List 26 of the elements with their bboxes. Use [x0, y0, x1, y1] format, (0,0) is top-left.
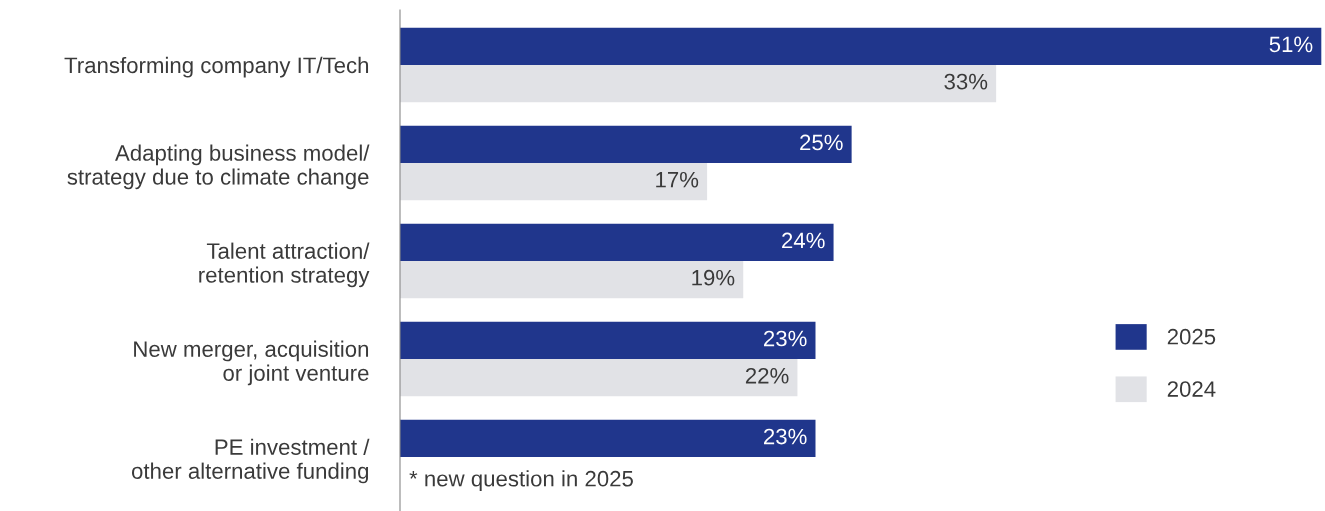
- bar: [400, 162, 708, 201]
- bar: [400, 125, 852, 163]
- y-tick-label: Transforming company IT/Tech: [64, 56, 369, 78]
- bar: [400, 359, 798, 397]
- y-tick-label: New merger, acquisition or joint venture: [134, 340, 369, 386]
- bar: [400, 27, 1322, 65]
- bar: [400, 321, 816, 360]
- legend-label: 2024: [1167, 381, 1216, 397]
- data-label: 24%: [782, 232, 825, 249]
- y-tick-label: Talent attraction/ retention strategy: [199, 242, 370, 288]
- data-label: 23%: [764, 428, 807, 445]
- bar: [400, 260, 744, 299]
- data-label: 19%: [692, 269, 735, 286]
- bar: [400, 223, 834, 261]
- data-label: 23%: [764, 330, 807, 347]
- data-label: 17%: [656, 171, 699, 188]
- y-tick-label: PE investment / other alternative funding: [131, 438, 370, 484]
- bar: [400, 64, 997, 103]
- data-label: 33%: [944, 73, 988, 90]
- y-tick-label: Adapting business model/ strategy due to climate change: [67, 144, 370, 190]
- data-label: 51%: [1269, 36, 1313, 53]
- legend-label: 2025: [1167, 328, 1216, 345]
- annotation: * new question in 2025: [409, 470, 633, 491]
- bar: [400, 419, 816, 458]
- data-label: 22%: [745, 367, 789, 384]
- data-label: 25%: [800, 134, 843, 151]
